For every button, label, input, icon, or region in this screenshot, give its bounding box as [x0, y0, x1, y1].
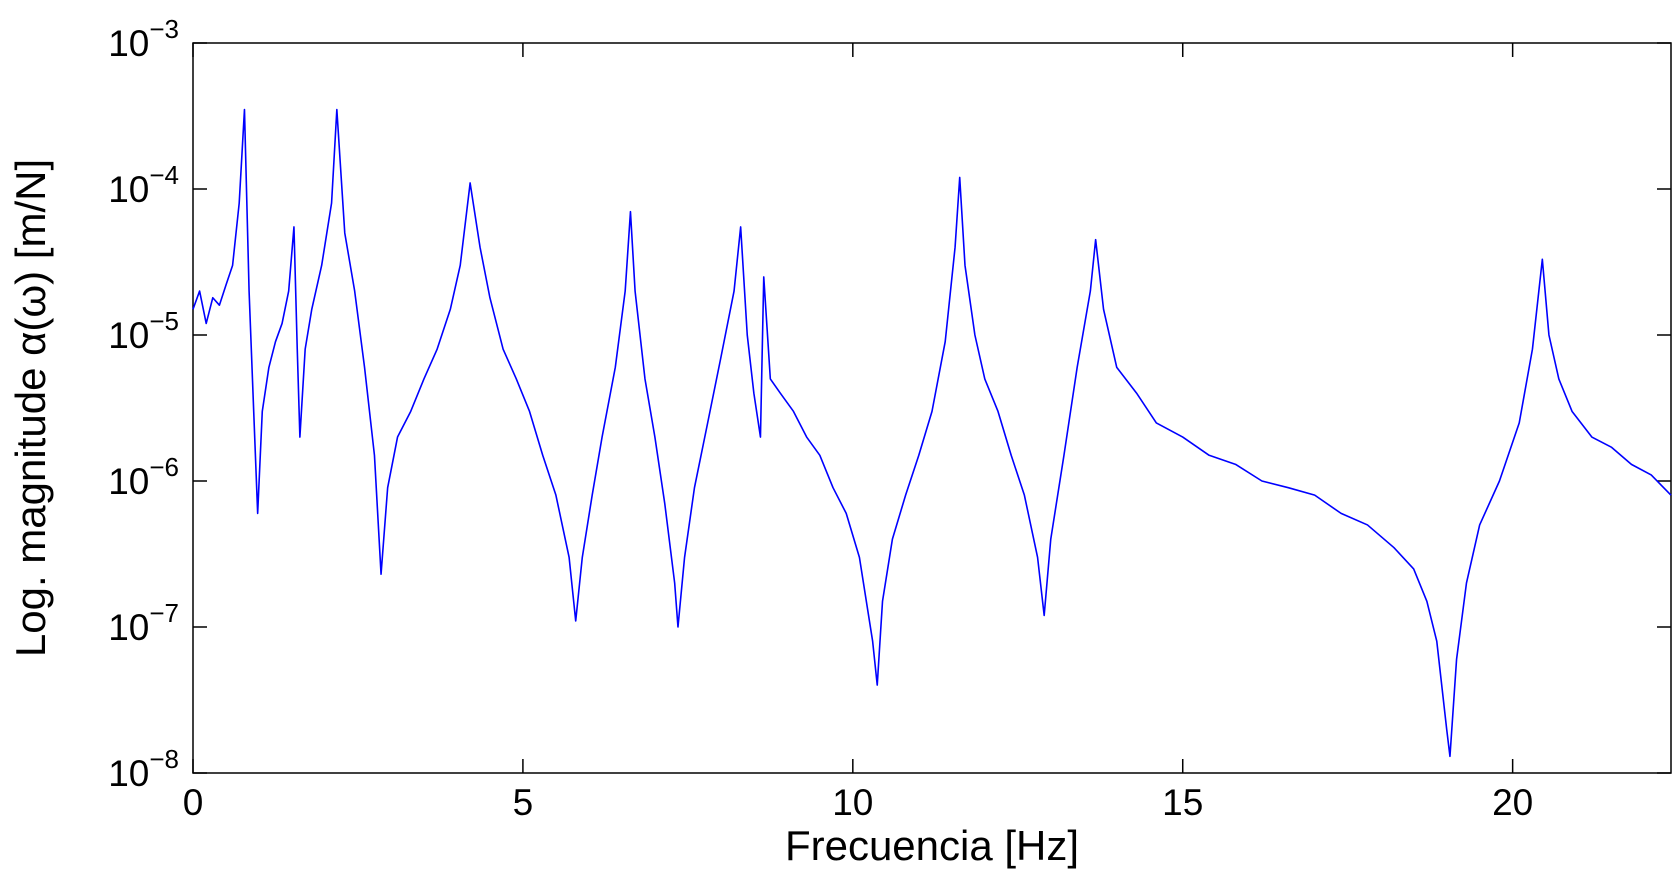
y-tick-base: 10	[108, 23, 149, 64]
data-line	[192, 108, 1672, 758]
y-tick-label: 10−5	[108, 306, 179, 356]
y-tick-label: 10−6	[108, 452, 179, 502]
x-tick-label: 5	[513, 782, 534, 823]
y-tick-exponent: −7	[149, 598, 179, 628]
y-tick-exponent: −8	[149, 744, 179, 774]
y-tick-label: 10−8	[108, 744, 179, 794]
y-tick-exponent: −4	[149, 160, 179, 190]
x-tick-label: 10	[832, 782, 873, 823]
y-tick-base: 10	[108, 315, 149, 356]
y-tick-base: 10	[108, 607, 149, 648]
y-tick-label: 10−7	[108, 598, 179, 648]
x-tick-label: 0	[183, 782, 204, 823]
y-tick-base: 10	[108, 461, 149, 502]
y-tick-base: 10	[108, 169, 149, 210]
plot-frame	[192, 42, 1672, 774]
y-tick-exponent: −5	[149, 306, 179, 336]
y-tick-label: 10−4	[108, 160, 179, 210]
y-tick-exponent: −3	[149, 14, 179, 44]
y-axis-label: Log. magnitude α(ω) [m/N]	[7, 159, 54, 657]
x-tick-label: 15	[1162, 782, 1203, 823]
y-tick-label: 10−3	[108, 14, 179, 64]
x-tick-label: 20	[1492, 782, 1533, 823]
y-tick-base: 10	[108, 753, 149, 794]
x-axis-label: Frecuencia [Hz]	[785, 822, 1079, 869]
y-tick-exponent: −6	[149, 452, 179, 482]
